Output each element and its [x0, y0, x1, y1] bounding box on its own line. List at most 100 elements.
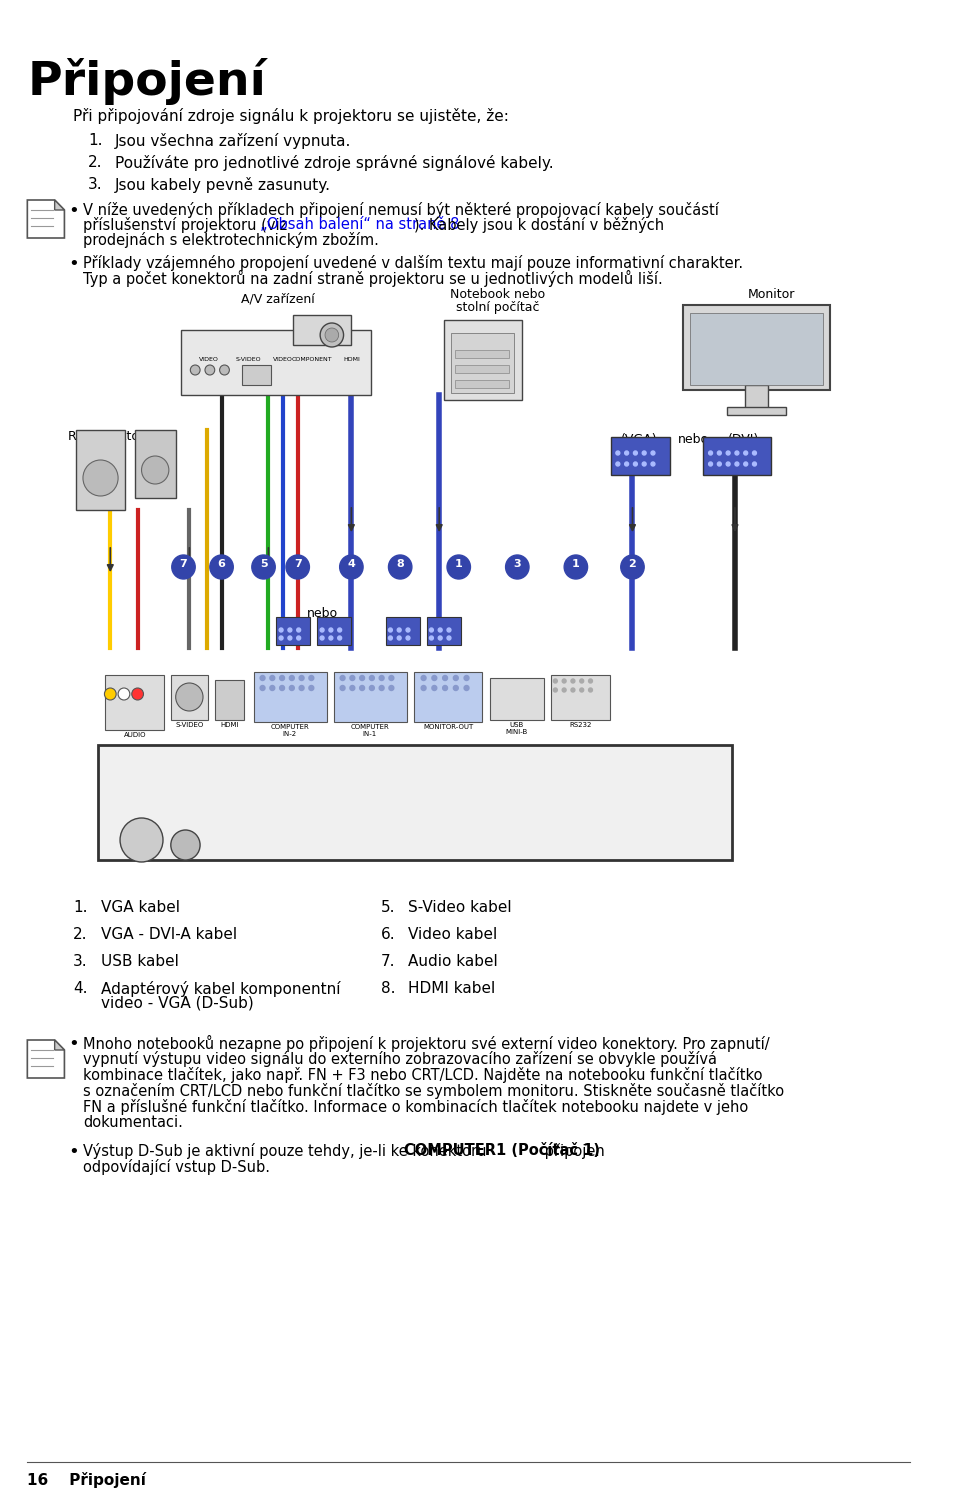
Circle shape [270, 676, 275, 681]
Circle shape [252, 555, 276, 579]
Text: (DVI): (DVI) [728, 433, 759, 447]
Text: příslušenství projektoru (viz: příslušenství projektoru (viz [83, 217, 292, 232]
Circle shape [309, 685, 314, 691]
Bar [276, 618, 310, 645]
Text: HDMI: HDMI [343, 357, 360, 361]
Circle shape [464, 676, 469, 681]
Text: kombinace tlačítek, jako např. FN + F3 nebo CRT/LCD. Najděte na notebooku funkčn: kombinace tlačítek, jako např. FN + F3 n… [83, 1067, 762, 1082]
Circle shape [279, 628, 283, 633]
Text: HDMI: HDMI [220, 723, 239, 729]
Circle shape [563, 688, 566, 693]
Bar [455, 381, 509, 388]
Circle shape [726, 462, 730, 466]
Bar [317, 618, 351, 645]
Circle shape [553, 688, 558, 693]
Circle shape [260, 685, 265, 691]
Circle shape [439, 628, 443, 633]
Circle shape [447, 555, 470, 579]
Circle shape [389, 628, 393, 633]
Text: Monitor: Monitor [748, 288, 795, 301]
Circle shape [118, 688, 130, 700]
Bar [215, 681, 244, 720]
Circle shape [651, 462, 655, 466]
Circle shape [288, 628, 292, 633]
Polygon shape [27, 1040, 64, 1078]
Text: COMPONENT: COMPONENT [292, 357, 333, 361]
Circle shape [260, 676, 265, 681]
Circle shape [320, 322, 344, 346]
Text: 6: 6 [218, 559, 226, 570]
Text: COMPUTER
IN-2: COMPUTER IN-2 [271, 724, 309, 738]
Bar [76, 430, 125, 510]
Text: 7.: 7. [381, 953, 396, 968]
Circle shape [621, 555, 644, 579]
Circle shape [340, 555, 363, 579]
Text: 2.: 2. [88, 154, 103, 169]
Text: VIDEO: VIDEO [175, 848, 197, 854]
Circle shape [379, 685, 384, 691]
Text: Notebook nebo: Notebook nebo [450, 288, 545, 301]
Circle shape [453, 685, 458, 691]
Text: 5: 5 [260, 559, 267, 570]
Polygon shape [55, 199, 64, 210]
Bar [444, 319, 522, 400]
Circle shape [309, 676, 314, 681]
Circle shape [379, 676, 384, 681]
Circle shape [320, 636, 324, 640]
Circle shape [625, 462, 629, 466]
Circle shape [564, 555, 588, 579]
Text: nebo: nebo [306, 607, 338, 621]
Text: VGA kabel: VGA kabel [101, 899, 180, 914]
Bar [690, 313, 823, 385]
Text: ). Kabely jsou k dostání v běžných: ). Kabely jsou k dostání v běžných [414, 217, 663, 232]
Text: 1.: 1. [88, 133, 103, 148]
Text: prodejnách s elektrotechnickým zbožím.: prodejnách s elektrotechnickým zbožím. [83, 232, 379, 247]
Text: Při připojování zdroje signálu k projektoru se ujistěte, že:: Při připojování zdroje signálu k projekt… [73, 108, 509, 124]
Circle shape [329, 636, 333, 640]
Text: A/V zařízení: A/V zařízení [241, 292, 315, 304]
Bar [293, 315, 351, 345]
Text: S-VIDEO: S-VIDEO [236, 357, 262, 361]
Text: Reproduktory: Reproduktory [68, 430, 153, 444]
Bar [171, 675, 208, 720]
Text: HDMI kabel: HDMI kabel [408, 980, 495, 995]
Circle shape [83, 460, 118, 496]
Circle shape [642, 451, 646, 456]
Circle shape [432, 676, 437, 681]
Circle shape [744, 451, 748, 456]
Text: MONITOR-OUT: MONITOR-OUT [422, 724, 473, 730]
Circle shape [708, 462, 712, 466]
Text: VIDEO: VIDEO [273, 357, 293, 361]
Circle shape [300, 676, 304, 681]
Bar [455, 349, 509, 358]
Circle shape [172, 555, 195, 579]
Circle shape [753, 462, 756, 466]
Circle shape [210, 555, 233, 579]
Bar [727, 408, 785, 415]
Text: 5.: 5. [381, 899, 396, 914]
Circle shape [735, 451, 739, 456]
Bar [703, 438, 771, 475]
Text: COMPUTER
IN-1: COMPUTER IN-1 [350, 724, 390, 738]
Circle shape [642, 462, 646, 466]
Circle shape [340, 676, 345, 681]
Circle shape [286, 555, 309, 579]
Circle shape [300, 685, 304, 691]
Bar [551, 675, 610, 720]
Circle shape [370, 685, 374, 691]
Circle shape [176, 684, 203, 711]
Circle shape [105, 688, 116, 700]
Text: Mnoho notebooků nezapne po připojení k projektoru své externí video konektory. P: Mnoho notebooků nezapne po připojení k p… [83, 1034, 770, 1052]
Text: Jsou kabely pevně zasunuty.: Jsou kabely pevně zasunuty. [115, 177, 331, 193]
Circle shape [580, 688, 584, 693]
Text: Audio kabel: Audio kabel [408, 953, 497, 968]
Circle shape [735, 462, 739, 466]
Circle shape [190, 364, 200, 375]
Circle shape [279, 685, 284, 691]
Text: 1: 1 [455, 559, 463, 570]
Circle shape [141, 456, 169, 484]
Text: Připojení: Připojení [27, 58, 266, 105]
Text: USB
MINI-B: USB MINI-B [505, 723, 527, 735]
Circle shape [120, 818, 163, 862]
Circle shape [270, 685, 275, 691]
